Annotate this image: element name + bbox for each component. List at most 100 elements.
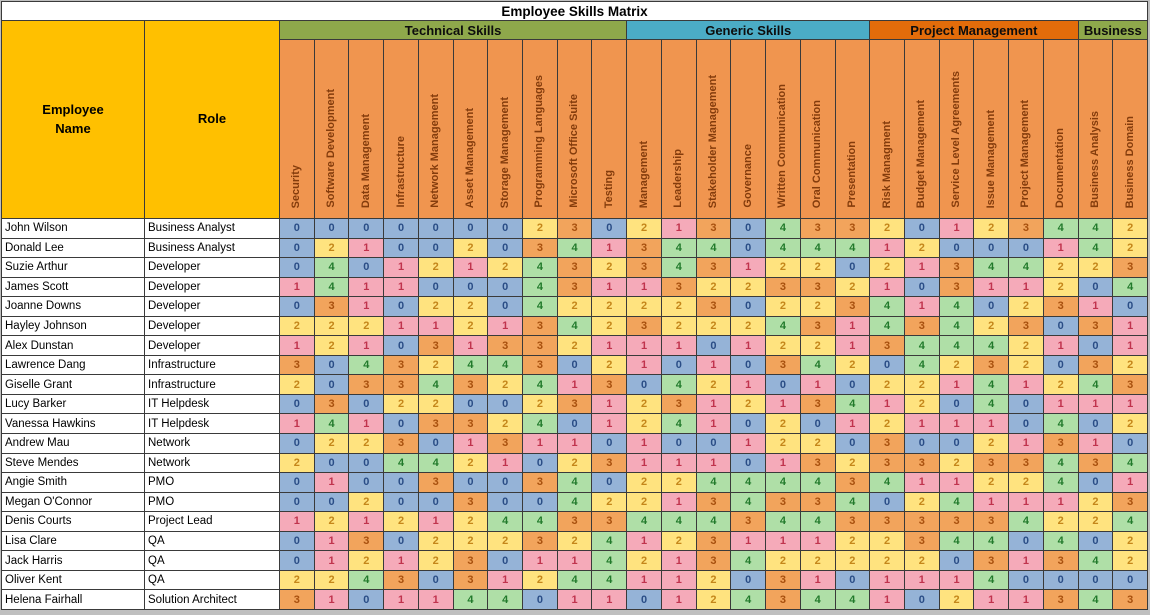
rating-cell[interactable]: 4: [556, 315, 593, 337]
employee-name-cell[interactable]: Helena Fairhall: [1, 589, 145, 610]
rating-cell[interactable]: 0: [730, 413, 767, 435]
rating-cell[interactable]: 4: [556, 569, 593, 591]
rating-cell[interactable]: 3: [279, 589, 315, 610]
rating-cell[interactable]: 3: [1112, 374, 1149, 395]
rating-cell[interactable]: 2: [869, 218, 905, 239]
rating-cell[interactable]: 2: [730, 393, 767, 415]
rating-cell[interactable]: 4: [313, 413, 350, 435]
rating-cell[interactable]: 4: [660, 413, 697, 435]
rating-cell[interactable]: 1: [938, 218, 975, 239]
rating-cell[interactable]: 3: [522, 315, 558, 337]
rating-cell[interactable]: 1: [348, 296, 385, 317]
rating-cell[interactable]: 2: [452, 296, 489, 317]
rating-cell[interactable]: 0: [730, 237, 767, 259]
employee-name-cell[interactable]: Hayley Johnson: [1, 315, 145, 337]
rating-cell[interactable]: 0: [765, 374, 801, 395]
employee-name-cell[interactable]: Lawrence Dang: [1, 354, 145, 376]
rating-cell[interactable]: 2: [799, 257, 836, 278]
rating-cell[interactable]: 1: [452, 257, 489, 278]
rating-cell[interactable]: 0: [279, 237, 315, 259]
rating-cell[interactable]: 3: [903, 511, 940, 532]
rating-cell[interactable]: 2: [799, 296, 836, 317]
rating-cell[interactable]: 1: [452, 335, 489, 356]
rating-cell[interactable]: 2: [452, 530, 489, 552]
rating-cell[interactable]: 4: [973, 374, 1010, 395]
rating-cell[interactable]: 4: [730, 550, 767, 571]
rating-cell[interactable]: 0: [834, 433, 871, 454]
rating-cell[interactable]: 3: [452, 491, 489, 513]
rating-cell[interactable]: 1: [522, 550, 558, 571]
rating-cell[interactable]: 4: [695, 511, 732, 532]
rating-cell[interactable]: 4: [973, 393, 1010, 415]
rating-cell[interactable]: 3: [869, 452, 905, 474]
rating-cell[interactable]: 0: [730, 354, 767, 376]
rating-cell[interactable]: 1: [626, 276, 662, 298]
rating-cell[interactable]: 2: [765, 335, 801, 356]
rating-cell[interactable]: 1: [313, 472, 350, 493]
rating-cell[interactable]: 0: [383, 335, 419, 356]
rating-cell[interactable]: 4: [1042, 530, 1079, 552]
rating-cell[interactable]: 0: [1112, 433, 1149, 454]
rating-cell[interactable]: 4: [730, 491, 767, 513]
rating-cell[interactable]: 2: [487, 530, 524, 552]
rating-cell[interactable]: 0: [279, 491, 315, 513]
rating-cell[interactable]: 2: [313, 511, 350, 532]
rating-cell[interactable]: 0: [695, 433, 732, 454]
rating-cell[interactable]: 0: [279, 550, 315, 571]
rating-cell[interactable]: 2: [626, 491, 662, 513]
rating-cell[interactable]: 2: [591, 354, 628, 376]
rating-cell[interactable]: 3: [1112, 257, 1149, 278]
rating-cell[interactable]: 1: [938, 472, 975, 493]
rating-cell[interactable]: 1: [383, 276, 419, 298]
rating-cell[interactable]: 2: [799, 433, 836, 454]
rating-cell[interactable]: 1: [1008, 433, 1044, 454]
rating-cell[interactable]: 2: [903, 550, 940, 571]
rating-cell[interactable]: 1: [938, 374, 975, 395]
role-cell[interactable]: Network: [144, 452, 280, 474]
role-cell[interactable]: Developer: [144, 276, 280, 298]
rating-cell[interactable]: 2: [348, 550, 385, 571]
rating-cell[interactable]: 0: [938, 433, 975, 454]
rating-cell[interactable]: 1: [938, 413, 975, 435]
rating-cell[interactable]: 2: [522, 218, 558, 239]
rating-cell[interactable]: 0: [487, 276, 524, 298]
rating-cell[interactable]: 3: [765, 491, 801, 513]
rating-cell[interactable]: 0: [799, 413, 836, 435]
rating-cell[interactable]: 2: [1042, 374, 1079, 395]
role-cell[interactable]: IT Helpdesk: [144, 393, 280, 415]
rating-cell[interactable]: 0: [1008, 393, 1044, 415]
rating-cell[interactable]: 3: [556, 218, 593, 239]
rating-cell[interactable]: 4: [660, 257, 697, 278]
rating-cell[interactable]: 1: [730, 433, 767, 454]
rating-cell[interactable]: 2: [626, 218, 662, 239]
rating-cell[interactable]: 0: [279, 296, 315, 317]
rating-cell[interactable]: 3: [695, 530, 732, 552]
rating-cell[interactable]: 1: [730, 335, 767, 356]
rating-cell[interactable]: 4: [869, 315, 905, 337]
rating-cell[interactable]: 0: [279, 472, 315, 493]
rating-cell[interactable]: 3: [660, 393, 697, 415]
rating-cell[interactable]: 1: [348, 413, 385, 435]
rating-cell[interactable]: 0: [313, 452, 350, 474]
rating-cell[interactable]: 4: [452, 354, 489, 376]
rating-cell[interactable]: 1: [626, 452, 662, 474]
rating-cell[interactable]: 0: [1042, 569, 1079, 591]
rating-cell[interactable]: 4: [417, 374, 454, 395]
rating-cell[interactable]: 4: [695, 472, 732, 493]
rating-cell[interactable]: 3: [313, 393, 350, 415]
rating-cell[interactable]: 2: [556, 335, 593, 356]
rating-cell[interactable]: 2: [417, 393, 454, 415]
role-cell[interactable]: Business Analyst: [144, 237, 280, 259]
rating-cell[interactable]: 2: [799, 550, 836, 571]
rating-cell[interactable]: 0: [1008, 569, 1044, 591]
employee-name-cell[interactable]: Giselle Grant: [1, 374, 145, 395]
employee-name-cell[interactable]: Andrew Mau: [1, 433, 145, 454]
rating-cell[interactable]: 1: [869, 276, 905, 298]
rating-cell[interactable]: 0: [1077, 472, 1114, 493]
rating-cell[interactable]: 1: [313, 550, 350, 571]
rating-cell[interactable]: 2: [313, 569, 350, 591]
rating-cell[interactable]: 2: [417, 530, 454, 552]
rating-cell[interactable]: 0: [591, 472, 628, 493]
rating-cell[interactable]: 1: [765, 393, 801, 415]
rating-cell[interactable]: 4: [1112, 276, 1149, 298]
